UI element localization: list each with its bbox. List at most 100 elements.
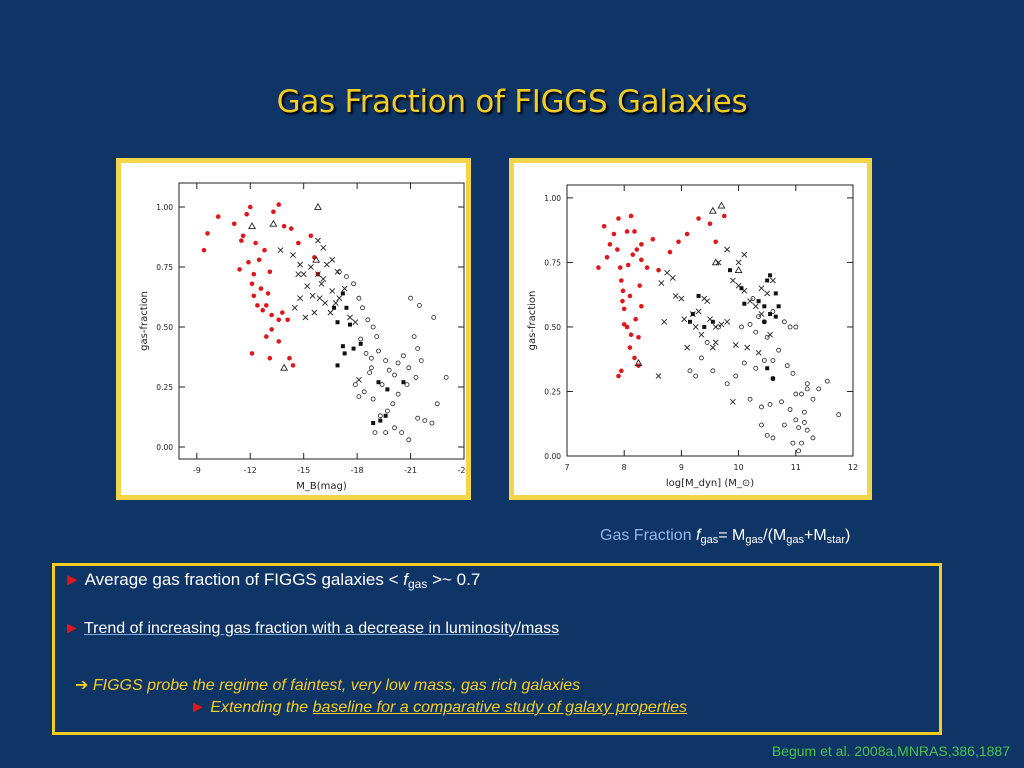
open-circle-point (770, 309, 776, 314)
square-point (344, 305, 349, 310)
open-circle-point (793, 391, 799, 397)
triangle-point (717, 201, 726, 209)
bullet-arrow-icon: ► (190, 699, 206, 716)
square-point (340, 344, 345, 349)
cross-point (661, 318, 668, 325)
figgs-point (621, 322, 627, 327)
open-circle-point (796, 448, 802, 454)
y-axis-label: gas-fraction (139, 291, 150, 351)
open-circle-point (358, 336, 364, 342)
square-point (376, 380, 381, 385)
scatter-plot-magnitude: -9 -12 -15 -18 -21 -24 0.00 0.25 0.50 0.75 1.00 M_B… (139, 182, 466, 492)
figgs-point (287, 355, 292, 361)
open-circle-point (784, 363, 790, 369)
open-circle-point (390, 401, 396, 407)
square-point (358, 341, 363, 346)
figgs-point (619, 368, 624, 374)
open-circle-point (790, 371, 796, 376)
open-circle-point (413, 374, 419, 380)
square-point (765, 278, 770, 283)
cross-point (327, 309, 334, 316)
figgs-point (601, 223, 607, 229)
open-circle-point (739, 324, 744, 330)
cross-point (352, 319, 359, 326)
square-point (385, 387, 390, 392)
cross-point (304, 283, 311, 290)
open-circle-point (376, 348, 381, 354)
open-circle-point (379, 382, 385, 388)
open-circle-point (761, 358, 767, 363)
open-circle-point (374, 334, 380, 340)
open-circle-point (395, 391, 401, 397)
open-circle-point (764, 432, 770, 438)
open-circle-point (759, 422, 764, 428)
cross-point (704, 298, 711, 305)
open-circle-point (804, 381, 810, 387)
open-circle-point (344, 274, 349, 279)
open-circle-point (753, 329, 759, 335)
open-circle-point (724, 381, 730, 387)
square-point (742, 301, 747, 306)
square-point (765, 366, 770, 371)
y-tick-label: 0.50 (544, 323, 561, 332)
square-point (773, 314, 778, 319)
cross-point (767, 331, 773, 338)
formula-sub-gas-2: gas (745, 534, 764, 546)
figgs-point (237, 267, 242, 272)
triangle-point (269, 219, 278, 227)
open-circle-point (392, 425, 397, 431)
triangle-point (312, 255, 321, 263)
figgs-point (632, 229, 637, 234)
cross-point (770, 277, 776, 284)
open-circle-point (776, 347, 782, 353)
open-circle-point (406, 437, 412, 443)
square-point (762, 319, 767, 324)
cross-point (764, 290, 771, 297)
figgs-point (271, 209, 276, 215)
open-circle-point (406, 365, 412, 371)
figgs-point (201, 247, 207, 253)
x-tick-label: -21 (404, 466, 417, 475)
figgs-point (604, 254, 610, 260)
figgs-point (696, 216, 701, 221)
square-point (776, 304, 781, 309)
figgs-point (246, 259, 251, 265)
formula-eq: = M (718, 527, 746, 544)
figgs-point (627, 345, 633, 350)
square-point (371, 421, 376, 425)
bullet-1-tail: >~ 0.7 (427, 570, 481, 589)
cross-point (336, 295, 343, 302)
open-circle-point (415, 415, 421, 421)
figgs-point (713, 239, 719, 245)
cross-point (729, 398, 736, 405)
open-circle-point (351, 281, 356, 287)
bullet-1-text: Average gas fraction of FIGGS galaxies < (84, 570, 399, 589)
open-circle-point (434, 401, 440, 407)
figgs-point (281, 223, 287, 229)
cross-point (698, 331, 705, 338)
square-point (768, 273, 773, 278)
open-circle-point (836, 412, 842, 418)
figgs-point (625, 262, 631, 268)
scatter-plot-dynamical-mass: 7 8 9 10 11 12 0.00 0.25 0.50 0.75 1.00 log[M_dyn] … (527, 184, 858, 489)
figgs-point (269, 312, 274, 318)
bullet-arrow-icon: ► (64, 620, 80, 637)
cross-point (315, 271, 321, 278)
figgs-point (639, 242, 644, 247)
open-circle-point (793, 417, 799, 423)
figgs-point (251, 293, 257, 299)
figgs-point (615, 247, 620, 252)
open-circle-point (370, 324, 376, 330)
open-circle-point (693, 373, 699, 379)
triangle-point (280, 363, 289, 371)
summary-box: ► Average gas fraction of FIGGS galaxies… (52, 563, 942, 735)
open-circle-point (733, 373, 739, 379)
figgs-point (611, 231, 617, 237)
cross-point (322, 300, 328, 306)
open-circle-point (386, 367, 392, 373)
figgs-point (632, 355, 637, 361)
figgs-point (627, 293, 633, 299)
bullet-average-gas-fraction: ► Average gas fraction of FIGGS galaxies… (64, 570, 480, 591)
open-circle-point (415, 346, 421, 352)
open-circle-point (787, 324, 793, 330)
